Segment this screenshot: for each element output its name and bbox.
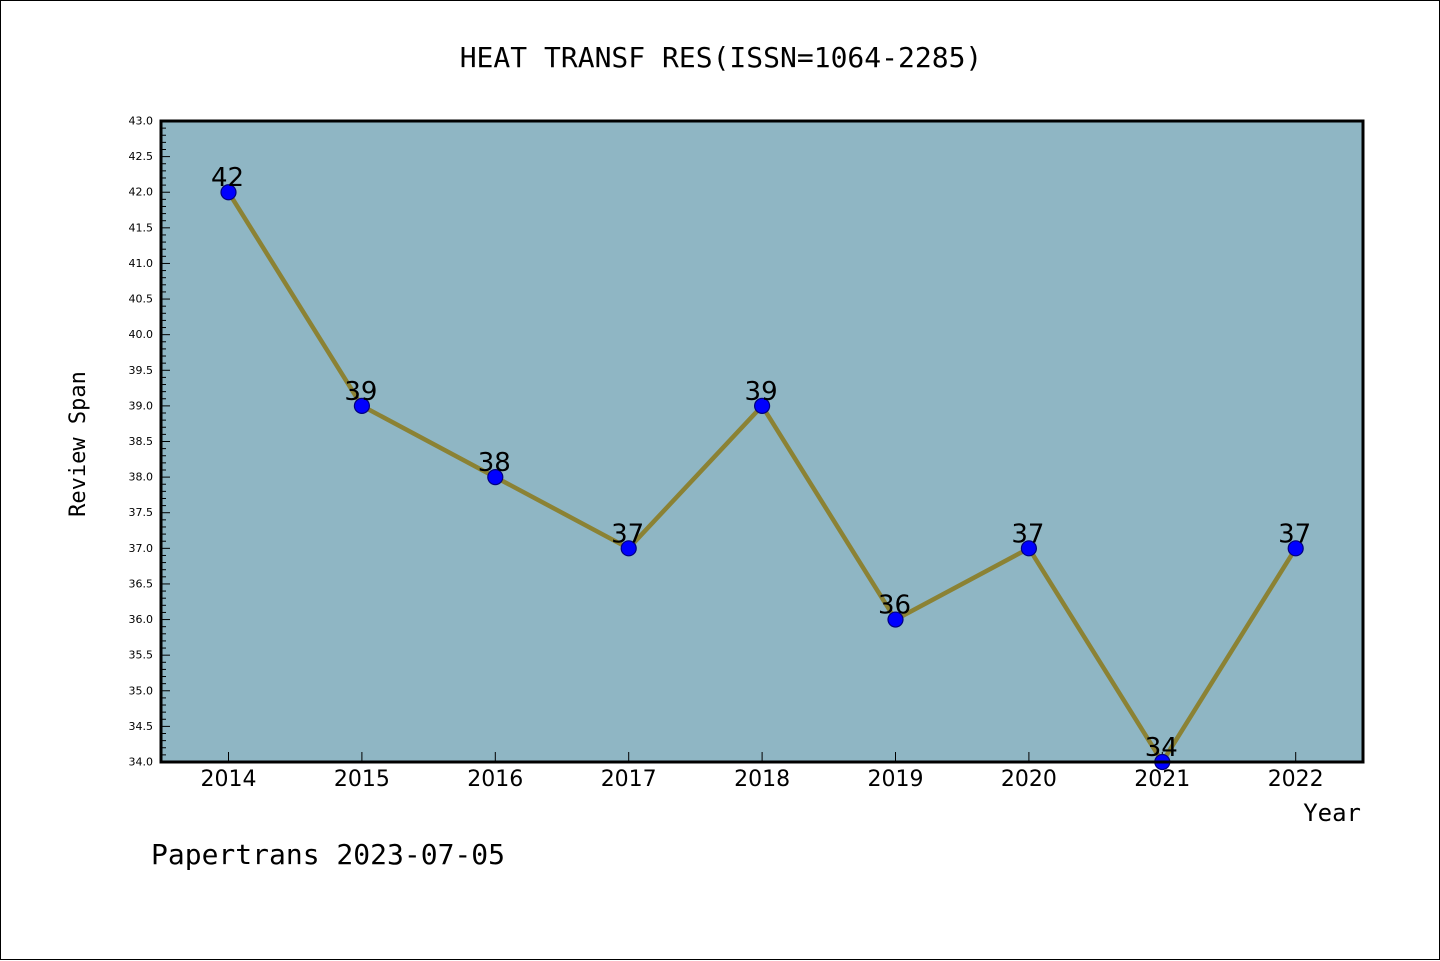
- data-point: [220, 184, 237, 201]
- x-tick-label: 2021: [1134, 767, 1190, 792]
- y-tick-label: 39.5: [129, 364, 154, 377]
- chart-title: HEAT TRANSF RES(ISSN=1064-2285): [460, 41, 983, 74]
- x-tick-label: 2018: [734, 767, 790, 792]
- y-axis: 34.0 34.5 35.0 35.5 36.0 36.5 37.0 37.5 38.0 38.5…: [129, 115, 170, 769]
- data-label: 39: [745, 377, 778, 407]
- data-label: 36: [878, 591, 911, 621]
- data-point: [487, 469, 504, 486]
- y-tick-label: 34.0: [129, 756, 154, 769]
- y-tick-label: 39.0: [129, 399, 154, 412]
- y-tick-label: 36.0: [129, 613, 154, 626]
- data-point: [1287, 540, 1304, 557]
- x-tick-label: 2017: [601, 767, 657, 792]
- x-tick-label: 2020: [1001, 767, 1057, 792]
- data-labels: 42 39 38 37 39 36 37 34 37: [211, 163, 1311, 763]
- y-tick-label: 40.0: [129, 328, 154, 341]
- y-tick-label: 35.5: [129, 649, 154, 662]
- y-tick-label: 42.5: [129, 150, 154, 163]
- y-tick-label: 36.5: [129, 577, 154, 590]
- x-axis-label: Year: [1303, 799, 1361, 827]
- footer-source: Papertrans 2023-07-05: [151, 838, 505, 871]
- data-label: 37: [1278, 519, 1311, 549]
- data-label: 34: [1145, 733, 1178, 763]
- y-tick-label: 38.5: [129, 435, 154, 448]
- y-tick-label: 41.5: [129, 221, 154, 234]
- data-label: 38: [478, 448, 511, 478]
- y-tick-label: 40.5: [129, 293, 154, 306]
- x-tick-label: 2022: [1268, 767, 1324, 792]
- y-tick-label: 38.0: [129, 471, 154, 484]
- y-tick-label: 35.0: [129, 684, 154, 697]
- y-tick-label: 37.5: [129, 506, 154, 519]
- data-point: [353, 397, 370, 414]
- plot-area: [161, 121, 1363, 762]
- data-point: [753, 397, 771, 414]
- data-point: [887, 611, 904, 628]
- y-tick-label: 42.0: [129, 186, 154, 199]
- data-label: 37: [1011, 519, 1044, 549]
- y-tick-label: 41.0: [129, 257, 154, 270]
- x-tick-label: 2016: [467, 767, 523, 792]
- y-tick-label: 34.5: [129, 720, 154, 733]
- y-tick-label: 43.0: [129, 115, 154, 128]
- data-point: [620, 540, 637, 557]
- x-tick-label: 2015: [334, 767, 390, 792]
- y-axis-label: Review Span: [66, 371, 91, 517]
- y-tick-label: 37.0: [129, 542, 154, 555]
- x-tick-label: 2014: [201, 767, 257, 792]
- data-label: 42: [211, 163, 244, 193]
- x-axis: 2014 2015 2016 2017 2018 2019 2020 2021 2022: [201, 752, 1324, 792]
- data-label: 39: [344, 377, 377, 407]
- x-tick-label: 2019: [868, 767, 924, 792]
- data-label: 37: [611, 519, 644, 549]
- plot-border: [159, 119, 1365, 764]
- data-points: [220, 184, 1304, 771]
- data-point: [1020, 540, 1038, 557]
